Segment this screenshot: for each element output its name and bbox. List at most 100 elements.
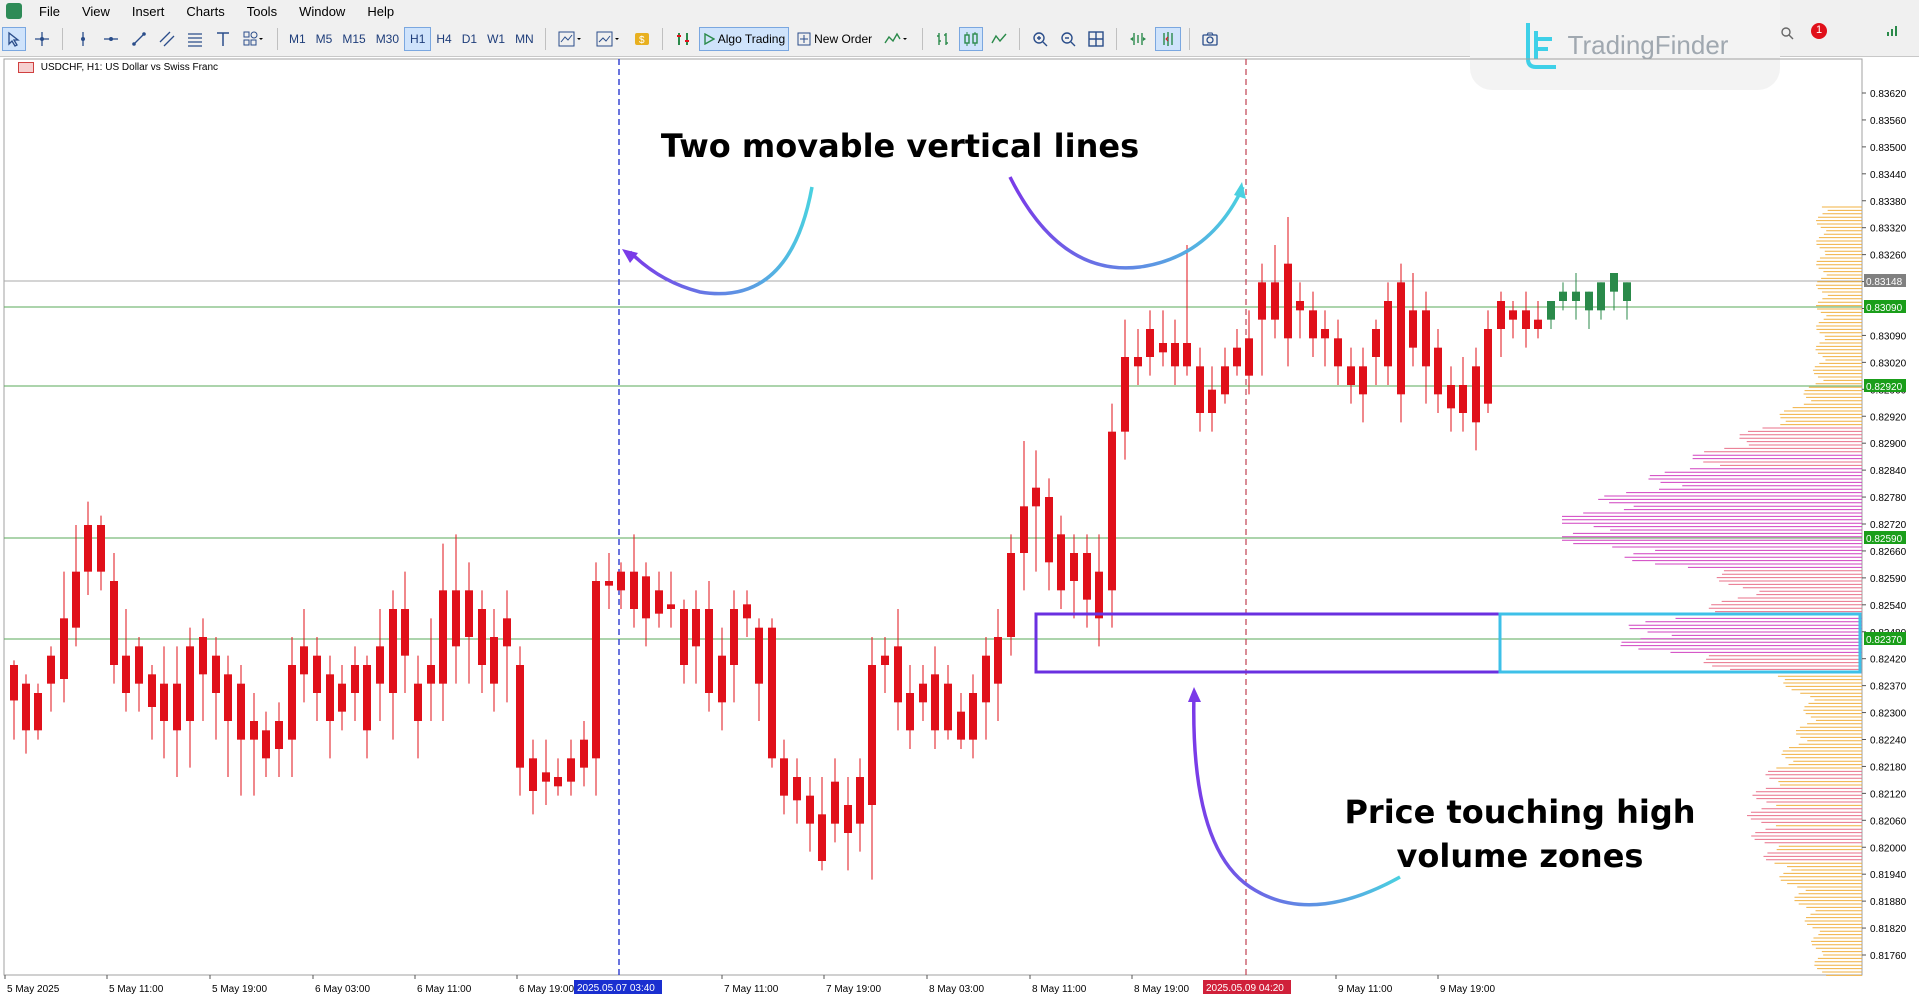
timeframe-w1[interactable]: W1: [487, 32, 506, 46]
text-icon[interactable]: [211, 27, 235, 51]
candle-body: [743, 604, 751, 619]
chart-shift-icon[interactable]: [1155, 27, 1182, 51]
candle-body: [755, 627, 763, 684]
bar-chart-icon[interactable]: [931, 27, 955, 51]
price-marker-label: 0.83148: [1866, 277, 1903, 288]
menu-insert[interactable]: Insert: [131, 3, 165, 19]
menu-view[interactable]: View: [81, 3, 110, 19]
candle-body: [122, 655, 130, 693]
chart-area[interactable]: 0.83620 0.83560 0.83500 0.83440 0.83380 0.833…: [0, 57, 1919, 996]
menu-charts[interactable]: Charts: [186, 3, 225, 19]
timeframe-m5[interactable]: M5: [315, 32, 333, 46]
line-chart-icon[interactable]: [987, 27, 1011, 51]
price-tick-label: 0.83500: [1870, 143, 1907, 154]
candle-body: [1347, 366, 1355, 385]
candle-body: [401, 609, 409, 656]
shapes-icon[interactable]: [239, 27, 269, 51]
toolbar-separator: [1019, 28, 1021, 50]
indicators-icon[interactable]: [554, 27, 588, 51]
arrowhead: [1188, 687, 1201, 702]
price-tick-label: 0.82240: [1870, 736, 1907, 747]
timeframe-d1[interactable]: D1: [461, 32, 478, 46]
candlestick-icon[interactable]: [959, 27, 984, 51]
price-tick-label: 0.82840: [1870, 466, 1907, 477]
trendline-icon[interactable]: [127, 27, 151, 51]
app-icon: [6, 3, 22, 19]
chart-frame: [3, 58, 1863, 976]
signal-strength-icon: [1885, 22, 1901, 43]
cursor-icon[interactable]: [2, 27, 26, 51]
crosshair-icon[interactable]: [30, 27, 54, 51]
candle-body: [1384, 301, 1392, 367]
templates-icon[interactable]: [592, 27, 626, 51]
timeframe-m1[interactable]: M1: [289, 32, 306, 46]
candle-body: [439, 590, 447, 684]
menu-tools[interactable]: Tools: [246, 3, 278, 19]
signals-icon[interactable]: [671, 27, 695, 51]
vertical-line-icon[interactable]: [71, 27, 95, 51]
candle-body: [982, 655, 990, 703]
candle-body: [969, 693, 977, 740]
new-order-button[interactable]: New Order: [793, 27, 876, 51]
candle-body: [730, 609, 738, 665]
price-tick-label: 0.81760: [1870, 951, 1907, 962]
candle-body: [705, 609, 713, 693]
timeframe-m30[interactable]: M30: [375, 32, 400, 46]
timeframe-h4[interactable]: H4: [436, 32, 452, 46]
candle-body: [1623, 282, 1631, 301]
fibonacci-icon[interactable]: [183, 27, 207, 51]
price-marker-label: 0.82590: [1866, 534, 1903, 545]
symbol-label: USDCHF, H1: US Dollar vs Swiss Franc: [18, 62, 218, 73]
candle-body: [931, 674, 939, 731]
time-tick-label: 8 May 19:00: [1134, 984, 1189, 995]
candle-body: [1509, 310, 1517, 320]
price-marker-label: 0.83090: [1866, 303, 1903, 314]
search-icon[interactable]: [1780, 26, 1794, 43]
annotation-vertical-lines: Two movable vertical lines: [660, 127, 1140, 165]
candle-body: [605, 581, 613, 586]
time-tick-label: 6 May 19:00: [519, 984, 574, 995]
tile-windows-icon[interactable]: [1084, 27, 1108, 51]
horizontal-line-icon[interactable]: [99, 27, 123, 51]
algo-trading-label: Algo Trading: [717, 32, 786, 46]
candle-body: [224, 674, 232, 721]
candle-body: [1372, 329, 1380, 357]
notification-badge[interactable]: 1: [1810, 22, 1828, 43]
candle-body: [1296, 301, 1304, 311]
candle-body: [1484, 329, 1492, 404]
market-icon[interactable]: $: [630, 27, 654, 51]
timeframe-h1[interactable]: H1: [404, 27, 432, 51]
auto-scroll-icon[interactable]: [1125, 27, 1151, 51]
zoom-in-icon[interactable]: [1028, 27, 1052, 51]
candle-body: [110, 581, 118, 665]
candle-body: [1334, 338, 1342, 367]
candle-body: [1447, 385, 1455, 409]
candle-body: [376, 646, 384, 684]
candle-body: [1233, 347, 1241, 367]
price-tick-label: 0.83260: [1870, 251, 1907, 262]
algo-trading-button[interactable]: Algo Trading: [698, 27, 790, 51]
candle-body: [1547, 301, 1555, 320]
candle-body: [72, 571, 80, 628]
candle-body: [452, 590, 460, 647]
candle-body: [160, 683, 168, 721]
channel-icon[interactable]: [155, 27, 179, 51]
menu-file[interactable]: File: [39, 3, 60, 19]
menu-window[interactable]: Window: [299, 3, 346, 19]
menu-help[interactable]: Help: [367, 3, 395, 19]
time-tick-label: 8 May 11:00: [1032, 984, 1087, 995]
timeframe-mn[interactable]: MN: [515, 32, 534, 46]
toolbar-separator: [62, 28, 63, 50]
candle-body: [881, 655, 889, 665]
zoom-out-icon[interactable]: [1056, 27, 1080, 51]
screenshot-icon[interactable]: [1198, 27, 1222, 51]
candle-body: [567, 758, 575, 782]
candle-body: [1057, 534, 1065, 591]
chart-window-icon: [18, 62, 34, 73]
candle-body: [1534, 319, 1542, 329]
depth-of-market-icon[interactable]: [880, 27, 914, 51]
price-tick-label: 0.82180: [1870, 762, 1907, 773]
time-tick-label: 6 May 03:00: [315, 984, 370, 995]
timeframe-m15[interactable]: M15: [342, 32, 366, 46]
price-chart[interactable]: 0.83620 0.83560 0.83500 0.83440 0.83380 0.833…: [0, 57, 1919, 996]
